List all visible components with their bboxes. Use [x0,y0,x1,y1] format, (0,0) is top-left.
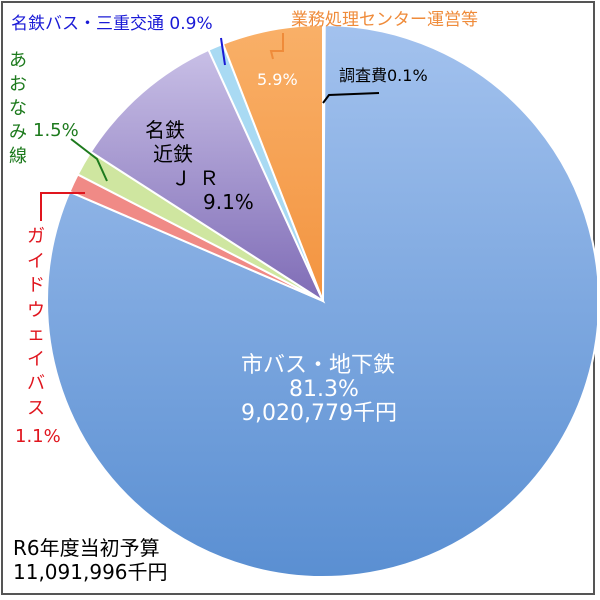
leader-chousa [322,92,380,104]
label-main-name: 市バス・地下鉄 [241,353,396,378]
leader-aonami [70,138,108,182]
budget-total: 11,091,996千円 [13,560,168,584]
label-rail-meitetsu: 名鉄 [145,118,185,142]
label-rail-pct: 9.1% [203,190,254,214]
budget-title: R6年度当初予算 [13,536,160,560]
label-aonami-pct: 1.5% [33,120,79,141]
leader-guideway [40,192,85,221]
label-main-amount: 9,020,779千円 [241,401,397,426]
leader-gyomu [269,33,284,60]
leader-lines [40,33,380,221]
label-main-pct: 81.3% [289,377,359,402]
label-gyomu-pct: 5.9% [257,70,298,89]
label-aonami: あおなみ線 [9,50,27,167]
label-gyomu-name: 業務処理センター運営等 [291,10,478,30]
pie-slice-4 [89,48,326,304]
label-meitetsu-bus: 名鉄バス・三重交通 0.9% [11,14,213,34]
pie-slice-6 [221,23,324,302]
label-rail-jr: ＪＲ [171,166,227,190]
label-rail-kintetsu: 近鉄 [153,142,193,166]
label-chousa: 調査費0.1% [339,66,428,85]
label-guideway-pct: 1.1% [15,426,61,447]
leader-meitetsu-bus [220,37,226,66]
label-guideway: ガイドウェイバス [27,226,45,419]
pie-chart [40,23,597,578]
